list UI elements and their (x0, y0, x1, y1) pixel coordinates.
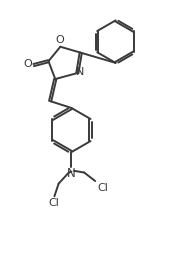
Text: Cl: Cl (48, 198, 59, 208)
Text: N: N (76, 67, 85, 77)
Text: O: O (55, 35, 64, 45)
Text: Cl: Cl (97, 183, 108, 193)
Text: N: N (67, 167, 76, 180)
Text: O: O (24, 59, 32, 69)
